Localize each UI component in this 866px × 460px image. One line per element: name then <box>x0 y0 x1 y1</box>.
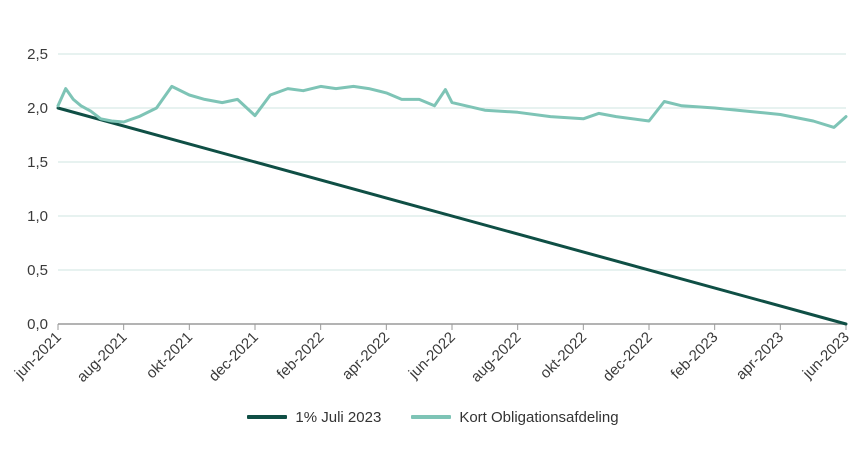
x-tick-label: okt-2021 <box>143 329 196 382</box>
legend-label-series-2: Kort Obligationsafdeling <box>459 408 619 426</box>
legend-swatch-series-1 <box>247 415 288 419</box>
y-tick-label: 2,5 <box>27 46 48 63</box>
x-tick-label: apr-2022 <box>339 329 393 383</box>
x-tick-label: jun-2023 <box>799 329 853 383</box>
x-tick-label: feb-2023 <box>668 329 722 383</box>
legend-swatch-series-2 <box>411 415 452 419</box>
x-tick-label: aug-2022 <box>468 329 525 386</box>
legend-item-series-1: 1% Juli 2023 <box>247 409 381 426</box>
x-tick-label: okt-2022 <box>537 329 590 382</box>
x-tick-label: dec-2022 <box>600 329 656 385</box>
series-line-2 <box>56 84 848 129</box>
x-tick-label: jun-2022 <box>405 329 459 383</box>
legend-item-series-2: Kort Obligationsafdeling <box>411 408 619 426</box>
y-tick-label: 1,5 <box>27 154 48 171</box>
y-tick-label: 1,0 <box>27 208 48 225</box>
x-tick-label: aug-2021 <box>74 329 131 386</box>
legend-label-series-1: 1% Juli 2023 <box>295 408 382 426</box>
x-tick-label: dec-2021 <box>206 329 262 385</box>
series-line-1 <box>56 106 848 326</box>
x-tick-label: jun-2021 <box>11 329 65 383</box>
y-tick-label: 0,0 <box>27 316 48 333</box>
x-tick-label: apr-2023 <box>733 329 787 383</box>
y-tick-label: 0,5 <box>27 262 48 279</box>
y-tick-label: 2,0 <box>27 100 48 117</box>
x-tick-label: feb-2022 <box>274 329 328 383</box>
legend: 1% Juli 2023 Kort Obligationsafdeling <box>0 405 866 429</box>
